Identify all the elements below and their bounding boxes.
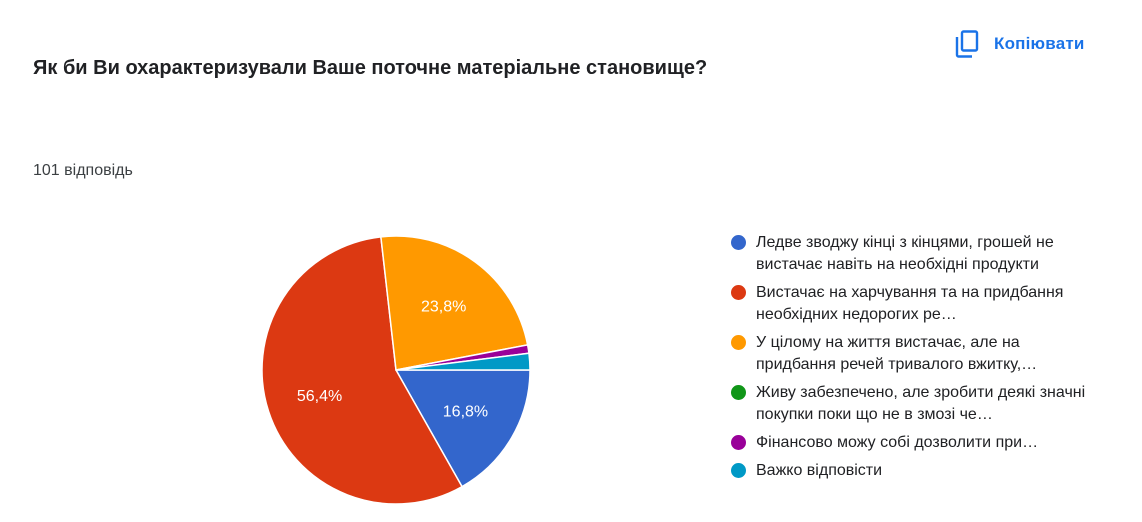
legend-item-1[interactable]: Вистачає на харчування та на придбання н… <box>731 282 1131 326</box>
copy-icon <box>954 30 980 58</box>
slice-value-label-2: 23,8% <box>421 298 466 315</box>
legend-item-2[interactable]: У цілому на життя вистачає, але на придб… <box>731 332 1131 376</box>
legend-item-0[interactable]: Ледве зводжу кінці з кінцями, грошей не … <box>731 232 1131 276</box>
legend-label: Фінансово можу собі дозволити при… <box>756 434 1039 451</box>
slice-value-label-0: 16,8% <box>443 403 488 420</box>
response-count: 101 відповідь <box>33 162 133 179</box>
legend-label: Вистачає на харчування та на придбання н… <box>756 284 1064 323</box>
legend-item-4[interactable]: Фінансово можу собі дозволити при… <box>731 432 1131 454</box>
legend-item-5[interactable]: Важко відповісти <box>731 460 1131 482</box>
pie-slice-0[interactable] <box>394 369 531 488</box>
legend-swatch <box>731 463 746 478</box>
legend-swatch <box>731 285 746 300</box>
pie-chart: 16,8% 56,4% 23,8% <box>261 235 531 505</box>
slice-value-label-1: 56,4% <box>297 388 342 405</box>
copy-label: Копіювати <box>994 34 1085 53</box>
legend: Ледве зводжу кінці з кінцями, грошей не … <box>731 232 1131 488</box>
legend-label: Ледве зводжу кінці з кінцями, грошей не … <box>756 234 1054 273</box>
legend-label: Важко відповісти <box>756 462 883 479</box>
legend-item-3[interactable]: Живу забезпечено, але зробити деякі знач… <box>731 382 1131 426</box>
question-title: Як би Ви охарактеризували Ваше поточне м… <box>33 57 708 79</box>
pie-slice-2[interactable] <box>380 235 529 371</box>
legend-swatch <box>731 435 746 450</box>
copy-button[interactable]: Копіювати <box>954 26 1085 62</box>
legend-swatch <box>731 385 746 400</box>
pie-slice-5[interactable] <box>395 352 531 371</box>
legend-swatch <box>731 335 746 350</box>
legend-label: У цілому на життя вистачає, але на придб… <box>756 334 1038 373</box>
legend-label: Живу забезпечено, але зробити деякі знач… <box>756 384 1086 423</box>
pie-slice-1[interactable] <box>261 236 464 505</box>
legend-swatch <box>731 235 746 250</box>
